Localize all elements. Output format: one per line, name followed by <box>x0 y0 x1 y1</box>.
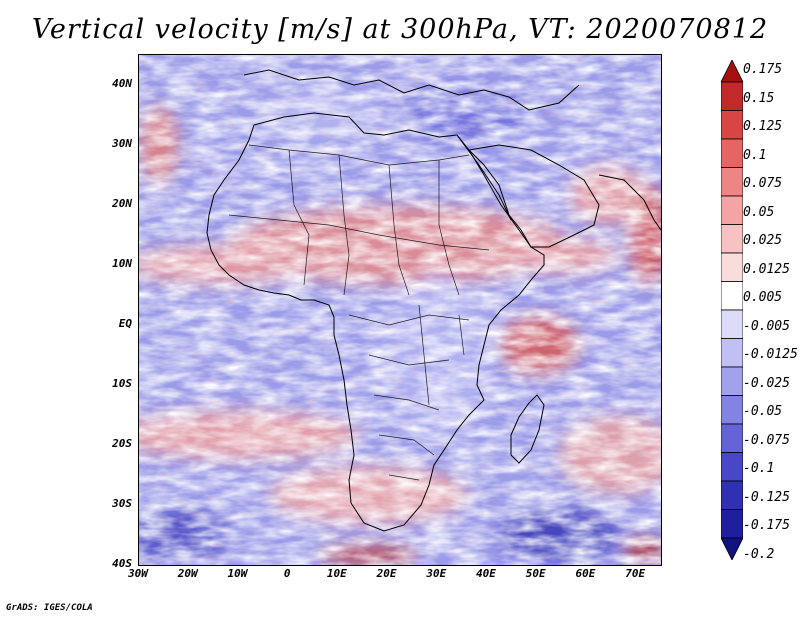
lon-tick-label: 30E <box>426 567 447 580</box>
country-borders <box>228 144 490 481</box>
colorbar-swatch <box>721 281 743 311</box>
colorbar-swatch <box>721 309 743 339</box>
colorbar-label: 0.1 <box>743 147 767 163</box>
colorbar-label: -0.2 <box>743 546 775 562</box>
colorbar-label: 0.025 <box>743 233 783 248</box>
lon-tick-label: 60E <box>575 567 596 580</box>
colorbar-swatch <box>721 452 743 482</box>
red-sea <box>456 134 512 221</box>
colorbar-label: -0.0125 <box>743 347 798 362</box>
asia-coastline <box>598 174 661 231</box>
colorbar-swatch <box>721 138 743 168</box>
colorbar-swatch <box>721 509 743 539</box>
chart-title: Vertical velocity [m/s] at 300hPa, VT: 2… <box>31 14 769 45</box>
field-texture-warm <box>139 55 661 565</box>
arabia-coastline <box>468 144 600 248</box>
colorbar-label: 0.0125 <box>743 261 790 277</box>
madagascar-coastline <box>510 394 545 464</box>
colorbar-label: 0.125 <box>743 119 783 134</box>
lat-tick-label: 20S <box>112 437 132 450</box>
colorbar-swatch <box>721 110 743 140</box>
lon-tick-label: 20E <box>376 567 397 580</box>
colorbar-label: 0.05 <box>743 204 775 220</box>
lat-tick-label: 40S <box>112 557 132 570</box>
lon-tick-label: 30W <box>128 567 148 580</box>
colorbar-label: -0.025 <box>743 375 790 391</box>
map-panel <box>138 54 662 566</box>
colorbar-label: -0.1 <box>743 461 775 476</box>
colorbar-label: -0.125 <box>743 489 790 505</box>
lat-tick-label: EQ <box>118 317 132 330</box>
lat-tick-label: 10S <box>112 377 132 390</box>
lon-tick-label: 20W <box>177 567 198 580</box>
colorbar-label: 0.075 <box>743 176 783 191</box>
colorbar-label: 0.15 <box>743 90 775 106</box>
colorbar-label: 0.005 <box>743 290 783 305</box>
colorbar-swatch <box>721 366 743 396</box>
colorbar-swatch <box>721 537 743 560</box>
colorbar-label: -0.175 <box>743 518 790 533</box>
colorbar-label: -0.005 <box>743 318 790 334</box>
lat-tick-label: 30S <box>112 497 132 510</box>
coastlines <box>206 69 661 532</box>
vertical-velocity-field <box>139 55 661 565</box>
lon-tick-label: 40E <box>476 567 496 580</box>
colorbar-label: 0.175 <box>743 62 783 77</box>
colorbar-swatch <box>721 480 743 510</box>
lon-tick-label: 70E <box>625 567 646 580</box>
colorbar-label: -0.05 <box>743 404 783 419</box>
lon-tick-label: 0 <box>283 567 291 580</box>
africa-coastline <box>206 112 545 532</box>
colorbar <box>721 60 743 560</box>
lon-tick-label: 50E <box>525 567 546 580</box>
lat-tick-label: 10N <box>112 257 132 270</box>
lat-tick-label: 20N <box>112 197 132 210</box>
colorbar-swatch <box>721 395 743 425</box>
colorbar-swatch <box>721 60 743 83</box>
credit-label: GrADS: IGES/COLA <box>6 603 93 613</box>
colorbar-swatch <box>721 167 743 197</box>
colorbar-swatch <box>721 195 743 225</box>
lat-tick-label: 30N <box>112 137 132 150</box>
lon-tick-label: 10E <box>326 567 347 580</box>
lon-tick-label: 10W <box>227 567 248 580</box>
colorbar-swatch <box>721 338 743 368</box>
europe-coastline <box>243 69 580 111</box>
colorbar-swatch <box>721 423 743 453</box>
colorbar-swatch <box>721 224 743 254</box>
lat-tick-label: 40N <box>112 77 132 90</box>
colorbar-label: -0.075 <box>743 432 790 448</box>
colorbar-swatch <box>721 252 743 282</box>
colorbar-swatch <box>721 81 743 111</box>
